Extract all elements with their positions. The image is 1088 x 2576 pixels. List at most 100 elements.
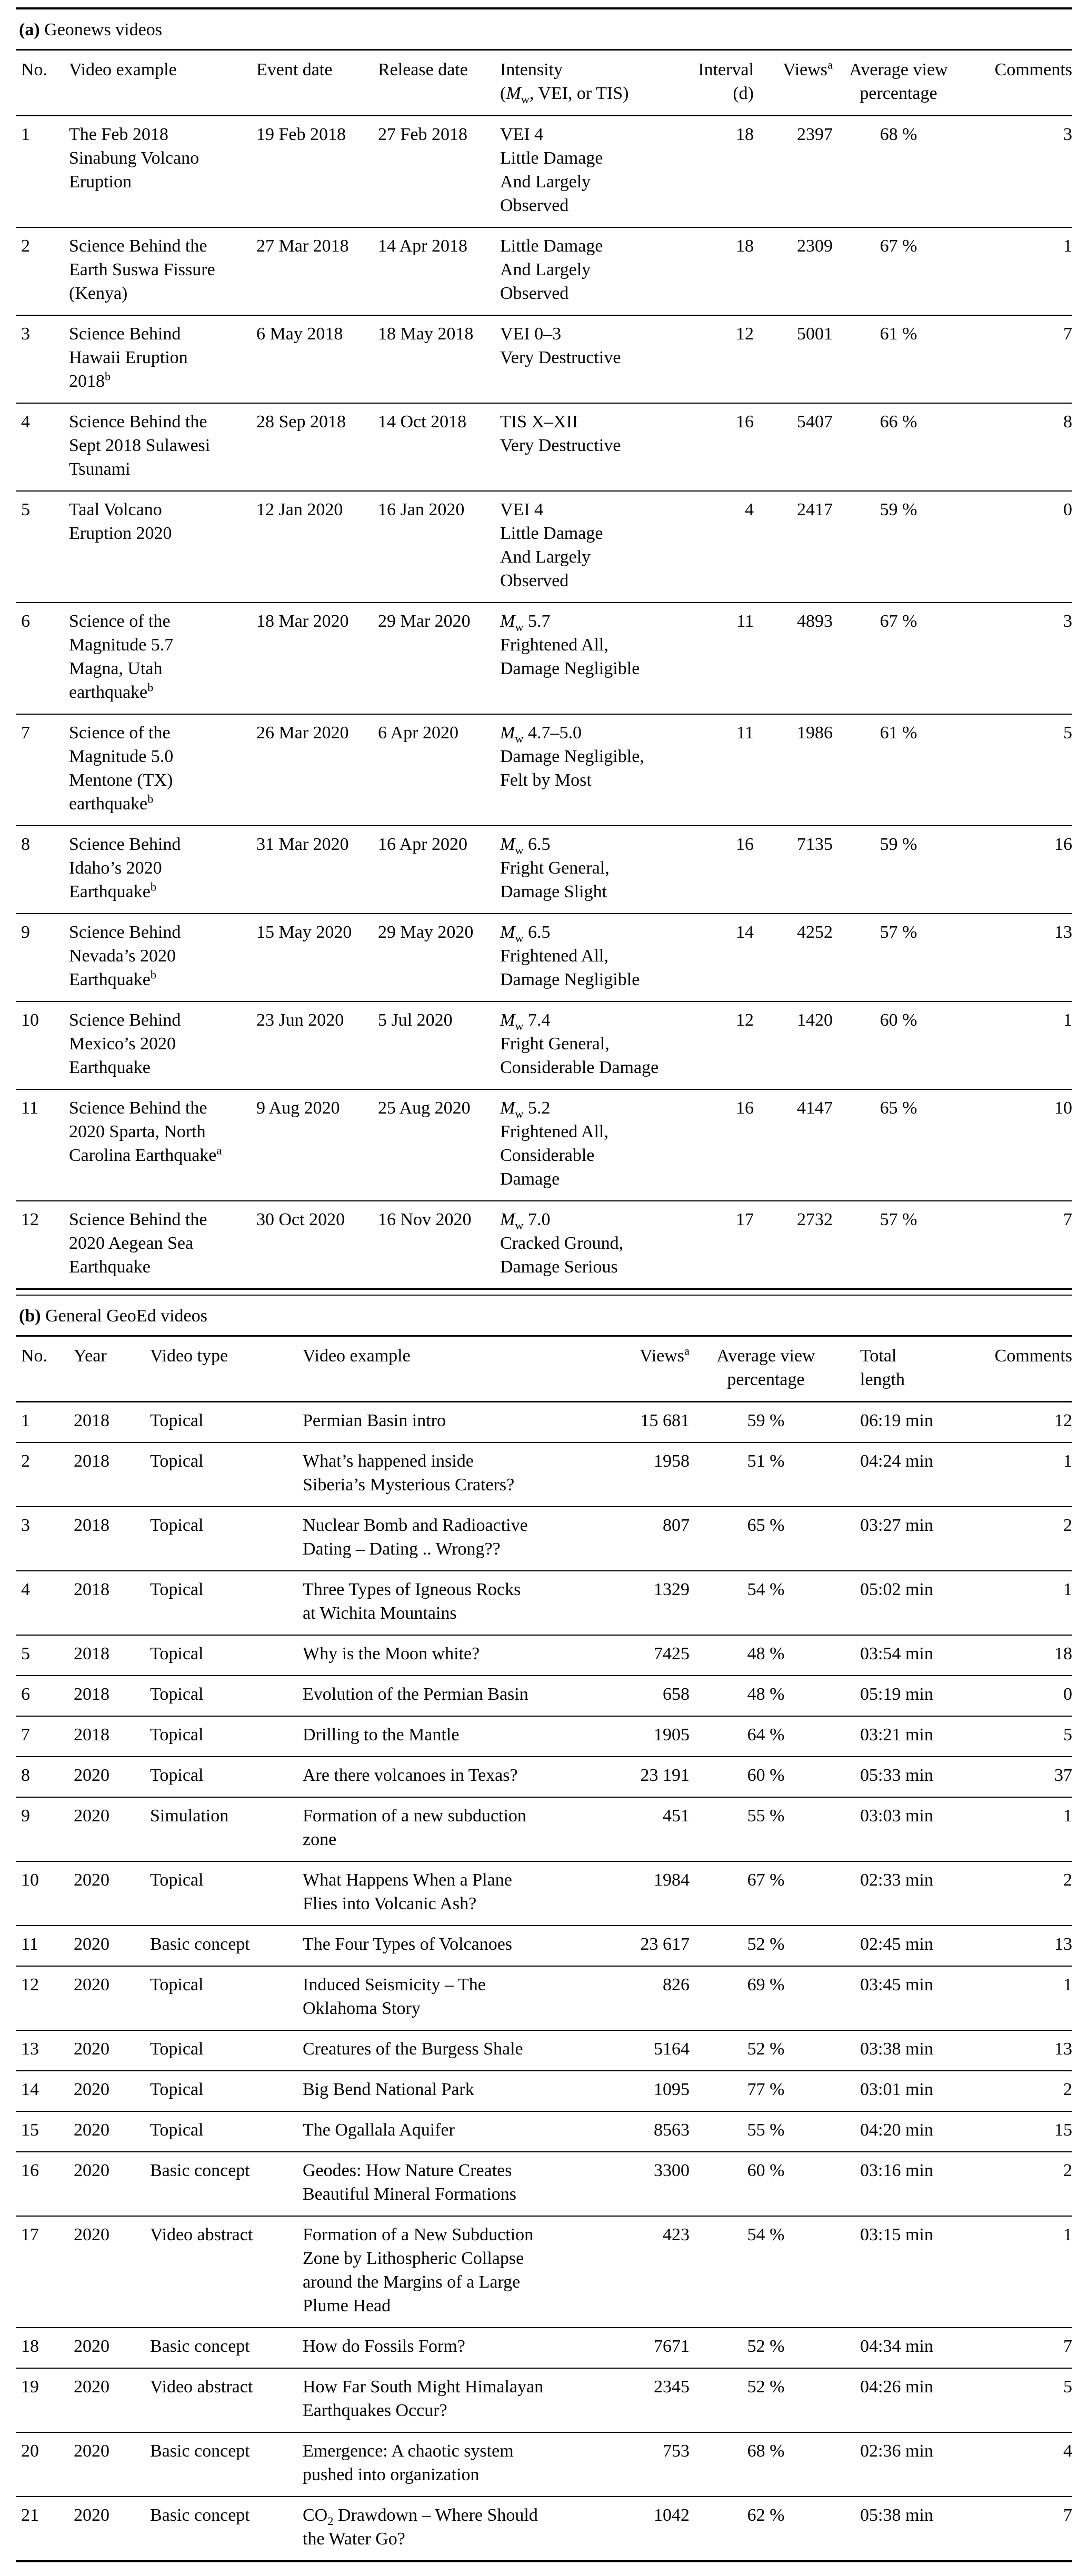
top-rule [16,7,1072,9]
type-cell: Topical [150,1580,204,1599]
event-cell: 15 May 2020 [256,923,352,942]
no-cell: 10 [21,1870,39,1890]
views-cell: 807 [663,1516,690,1535]
video-cell: Evolution of the Permian Basin [303,1685,528,1704]
video-cell: Big Bend National Park [303,2080,474,2099]
avg-cell: 61 % [880,324,917,344]
avg-cell: 66 % [880,412,917,432]
avg-cell: 67 % [747,1870,785,1890]
release-cell: 29 Mar 2020 [378,612,471,631]
total-cell: 05:02 min [860,1580,933,1599]
avg-cell: 59 % [880,835,917,854]
table-row: 3 Science Behind Hawaii Eruption 2018b 6 May… [16,315,1072,403]
comments-cell: 7 [1063,324,1072,344]
type-cell: Topical [150,1870,204,1890]
no-cell: 10 [21,1010,39,1030]
views-cell: 1905 [654,1725,690,1745]
video-cell: Are there volcanoes in Texas? [303,1766,518,1785]
views-cell: 2732 [797,1210,833,1229]
col-header-views: Viewsa [640,1344,690,1366]
no-cell: 11 [21,1934,38,1954]
col-header-average-view-percentage: Average view percentage [716,1346,815,1389]
no-cell: 21 [21,2505,39,2525]
table-b-header: No. Year Video type Video example Viewsa… [16,1336,1072,1402]
release-cell: 29 May 2020 [378,923,474,942]
type-cell: Topical [150,1685,204,1704]
table-row: 14 2020 Topical Big Bend National Park 1095 7… [16,2071,1072,2111]
comments-cell: 0 [1063,500,1072,519]
video-cell: Science Behind Mexico’s 2020 Earthquake [69,1010,181,1077]
intensity-cell: VEI 0–3 Very Destructive [500,324,621,367]
event-cell: 28 Sep 2018 [256,412,346,432]
year-cell: 2018 [74,1685,109,1704]
year-cell: 2018 [74,1516,109,1535]
year-cell: 2020 [74,1870,109,1890]
no-cell: 2 [21,1451,30,1471]
comments-cell: 18 [1054,1644,1072,1663]
table-row: 13 2020 Topical Creatures of the Burgess Sh… [16,2030,1072,2071]
interval-cell: 17 [736,1210,754,1229]
intensity-cell: TIS X–XII Very Destructive [500,412,621,455]
views-cell: 1420 [797,1010,833,1030]
comments-cell: 1 [1063,1451,1072,1471]
no-cell: 8 [21,835,30,854]
comments-cell: 13 [1054,1934,1072,1954]
table-row: 9 2020 Simulation Formation of a new subduc… [16,1797,1072,1861]
event-cell: 18 Mar 2020 [256,612,349,631]
total-cell: 02:45 min [860,1934,933,1954]
no-cell: 7 [21,723,30,743]
avg-cell: 55 % [747,1806,785,1826]
no-cell: 8 [21,1766,30,1785]
intensity-cell: Mw 5.7 Frightened All, Damage Negligible [500,612,640,678]
total-cell: 03:16 min [860,2161,933,2180]
no-cell: 19 [21,2377,39,2397]
table-row: 10 Science Behind Mexico’s 2020 Earthquake 2… [16,1001,1072,1089]
table-header-row: No. Year Video type Video example Viewsa… [16,1336,1072,1402]
col-header-views: Viewsa [783,58,833,79]
interval-cell: 12 [736,1010,754,1030]
table-a-header: No. Video example Event date Release dat… [16,50,1072,116]
comments-cell: 15 [1054,2120,1072,2140]
release-cell: 25 Aug 2020 [378,1098,471,1118]
comments-cell: 1 [1063,1806,1072,1826]
interval-cell: 4 [745,500,754,519]
comments-cell: 1 [1063,236,1072,256]
comments-cell: 1 [1063,2225,1072,2244]
views-cell: 826 [663,1975,690,1994]
comments-cell: 0 [1063,1685,1072,1704]
table-row: 12 Science Behind the 2020 Aegean Sea Earth… [16,1201,1072,1288]
event-cell: 6 May 2018 [256,324,343,344]
col-header-comments: Comments [994,60,1072,79]
year-cell: 2018 [74,1411,109,1430]
no-cell: 9 [21,1806,30,1826]
table-row: 12 2020 Topical Induced Seismicity – The Okl… [16,1966,1072,2030]
type-cell: Video abstract [150,2377,253,2397]
table-row: 2 2018 Topical What’s happened inside Siberi… [16,1442,1072,1507]
total-cell: 03:15 min [860,2225,933,2244]
video-cell: Science Behind Nevada’s 2020 Earthquakeb [69,923,181,989]
video-cell: Why is the Moon white? [303,1644,480,1663]
avg-cell: 62 % [747,2505,785,2525]
type-cell: Basic concept [150,2337,250,2356]
views-cell: 7135 [797,835,833,854]
interval-cell: 11 [736,612,754,631]
avg-cell: 48 % [747,1685,785,1704]
table-row: 19 2020 Video abstract How Far South Might … [16,2368,1072,2432]
no-cell: 7 [21,1725,30,1745]
table-row: 5 2018 Topical Why is the Moon white? 7425 48… [16,1635,1072,1676]
avg-cell: 57 % [880,923,917,942]
no-cell: 16 [21,2161,39,2180]
avg-cell: 68 % [747,2441,785,2461]
views-cell: 1986 [797,723,833,743]
total-cell: 04:26 min [860,2377,933,2397]
views-cell: 5164 [654,2039,690,2059]
video-cell: How do Fossils Form? [303,2337,465,2356]
table-row: 6 Science of the Magnitude 5.7 Magna, Utah e… [16,603,1072,714]
no-cell: 4 [21,412,30,432]
video-cell: Permian Basin intro [303,1411,446,1430]
total-cell: 03:38 min [860,2039,933,2059]
views-cell: 2345 [654,2377,690,2397]
interval-cell: 18 [736,236,754,256]
no-cell: 3 [21,1516,30,1535]
